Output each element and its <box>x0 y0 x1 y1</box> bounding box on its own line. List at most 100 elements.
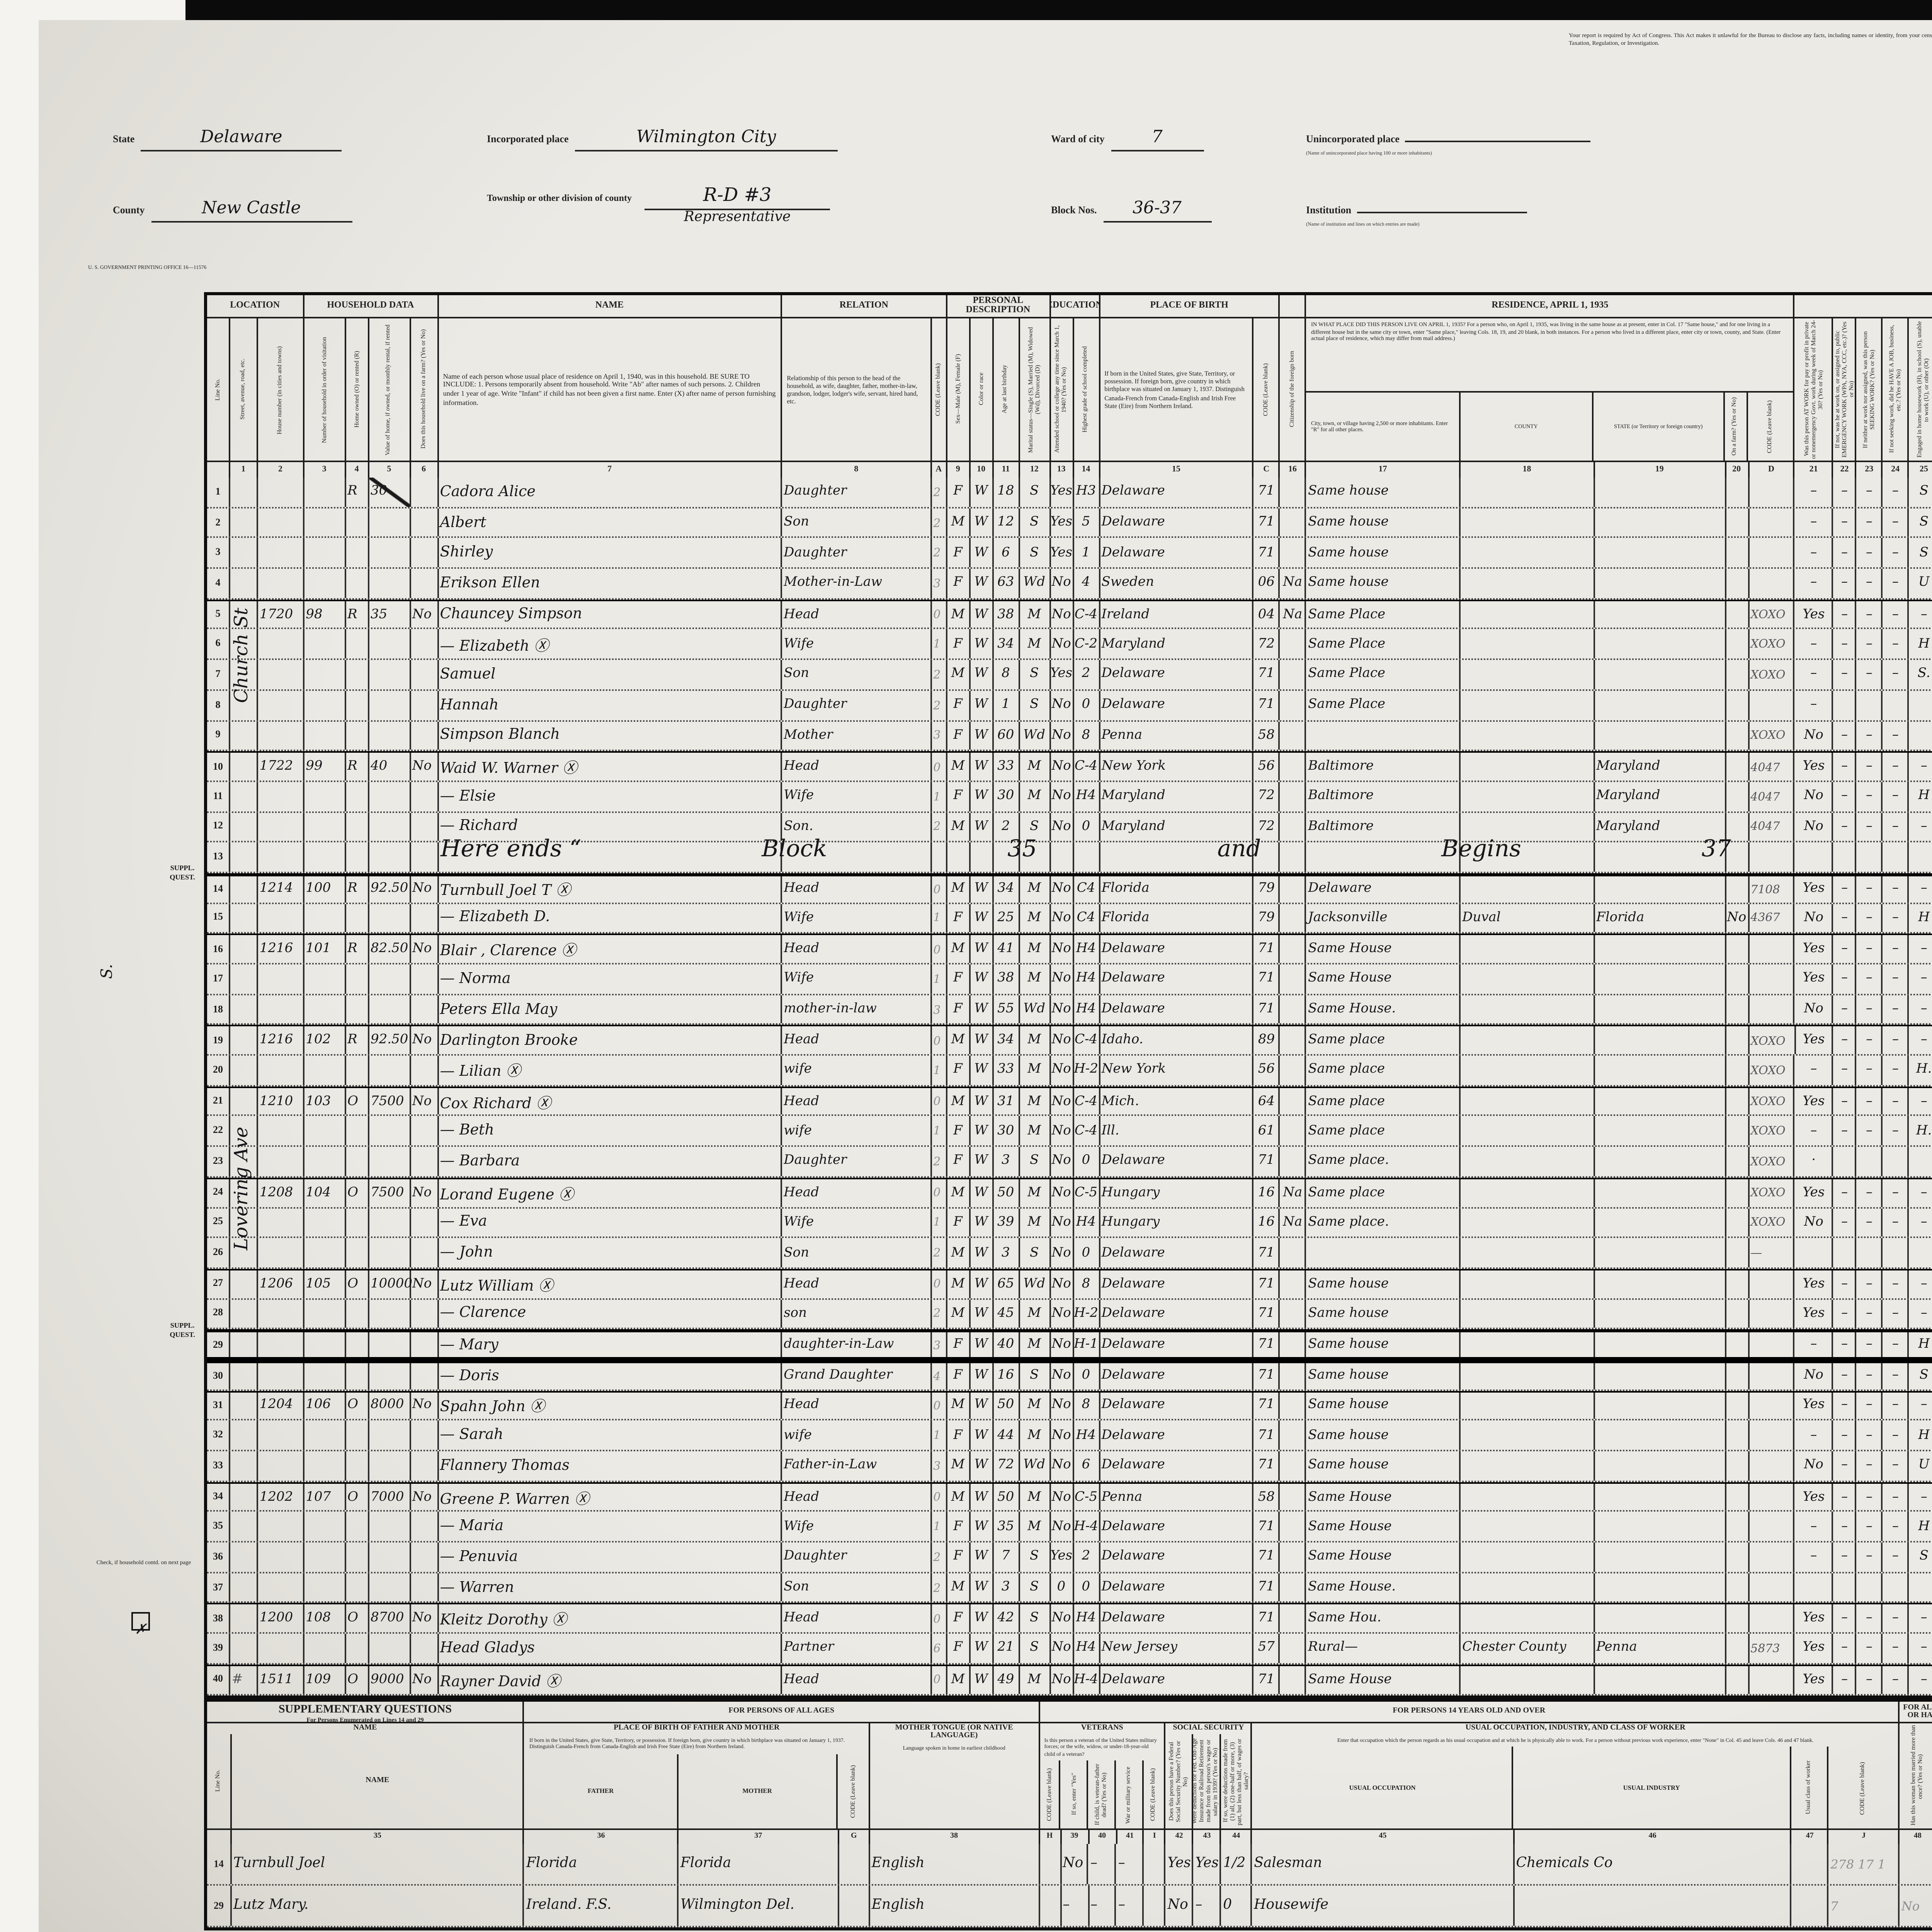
cell-r29-c1 <box>230 1333 258 1357</box>
supp-numbers: 353637G38H394041I424344454647J484950KLMN… <box>207 1828 1932 1844</box>
cell-r10-c27: – <box>1883 753 1910 781</box>
cell-r14-c2: 1214 <box>258 876 304 902</box>
cell-r26-c25 <box>1834 1238 1857 1267</box>
cell-r2-c16: Delaware <box>1100 508 1254 537</box>
cell-r13-c4 <box>346 843 369 872</box>
cell-r1-c28: S <box>1909 478 1932 507</box>
value: Yes <box>1050 1549 1073 1565</box>
value: S <box>1030 1549 1039 1565</box>
group-EDUCATION: EDUCATION <box>1050 295 1100 318</box>
cell-r12-c10: M <box>947 812 970 841</box>
cell-r23-c15: 0 <box>1074 1147 1100 1176</box>
cell-r15-c19: Jacksonville <box>1306 903 1461 933</box>
value: Lutz Mary. <box>233 1898 309 1913</box>
value: No <box>1167 1898 1188 1913</box>
value: Salesman <box>1254 1856 1322 1872</box>
value: M <box>1027 1062 1041 1078</box>
value: M <box>951 515 965 531</box>
supp-subcols-5: USUAL OCCUPATION USUAL INDUSTRY Usual clas… <box>1252 1747 1898 1828</box>
cell-r19-c10: M <box>947 1027 971 1054</box>
supp-col-10: CODE (Leave blank) <box>1143 1761 1165 1829</box>
cell-r29-c15: H-1 <box>1074 1333 1100 1357</box>
supp-subtitle: For Persons Enumerated on Lines 14 and 2… <box>306 1715 424 1723</box>
cell-r32-c7: — Sarah <box>439 1421 782 1450</box>
value: Jacksonville <box>1308 910 1388 926</box>
cell-r24-c9: 0 <box>932 1179 947 1206</box>
cell-r22-c9: 1 <box>932 1116 947 1146</box>
cell-r22-c20 <box>1461 1116 1595 1146</box>
value: M <box>951 1245 965 1261</box>
cell-r24-c26: – <box>1857 1179 1883 1206</box>
value: F <box>953 1337 963 1353</box>
value: M <box>951 759 965 775</box>
cell-r8-c1 <box>230 690 258 719</box>
value: 71 <box>1258 515 1275 531</box>
value: 2 <box>933 698 941 712</box>
cell-r1-c7: Cadora Alice <box>439 478 782 507</box>
value: Same House <box>1308 1519 1392 1534</box>
value: Flannery Thomas <box>440 1457 570 1475</box>
cell-r6-c5 <box>369 629 411 659</box>
cell-r11-c14: No <box>1051 782 1074 811</box>
value: 2 <box>933 546 941 560</box>
cell-r38-c2: 1200 <box>258 1605 304 1633</box>
value: — Barbara <box>440 1153 520 1170</box>
value: Samuel <box>440 666 496 683</box>
c27-label: If not seeking work, did he HAVE A JOB, … <box>1887 325 1902 454</box>
cell-r11-c23: 4047 <box>1749 782 1795 811</box>
value: – <box>1810 484 1817 500</box>
supp-cell-r14-c15: Chemicals Co <box>1514 1844 1792 1884</box>
supp-cell-r14-c9: – <box>1117 1844 1145 1884</box>
value: W <box>974 971 988 987</box>
supp-subcols-1: FATHER MOTHER CODE (Leave blank) <box>525 1754 869 1828</box>
cell-r16-c1 <box>230 935 258 963</box>
value: – <box>1866 1062 1872 1078</box>
value: – <box>1892 1368 1899 1384</box>
cell-r22-c12: 30 <box>993 1116 1020 1146</box>
cell-r26-c27 <box>1883 1238 1910 1267</box>
cell-r25-c7: — Eva <box>439 1208 782 1237</box>
cell-r38-c18 <box>1280 1605 1307 1633</box>
cell-r26-c19 <box>1306 1238 1461 1267</box>
value: C-5 <box>1075 1489 1098 1505</box>
cell-r3-c27: – <box>1883 538 1910 568</box>
cell-r2-c24: – <box>1795 508 1834 537</box>
value: – <box>1892 1519 1899 1534</box>
value: – <box>1920 1032 1927 1048</box>
value: Chemicals Co <box>1516 1856 1613 1872</box>
value: 1216 <box>259 941 293 957</box>
supp-name-label: NAME <box>366 1777 389 1785</box>
cell-r12-c5 <box>369 812 411 841</box>
value: Head <box>784 1489 819 1505</box>
cell-r27-c11: W <box>970 1270 993 1298</box>
value: Yes <box>1803 881 1825 897</box>
value: – <box>1866 667 1872 682</box>
cell-r37-c12: 3 <box>993 1573 1020 1602</box>
cell-r6-c17: 72 <box>1254 629 1281 659</box>
value: 8 <box>1001 667 1010 682</box>
ward-field: Ward of city 7 <box>1051 122 1204 151</box>
cell-r20-c28: H. <box>1909 1056 1932 1085</box>
value: No <box>412 1032 432 1048</box>
cell-r10-c22 <box>1726 753 1749 781</box>
cell-r14-c25: – <box>1834 876 1857 902</box>
cell-r26-c0: 26 <box>207 1238 230 1267</box>
cell-r25-c10: F <box>947 1208 970 1237</box>
value: – <box>1841 1306 1848 1321</box>
cell-r23-c0: 23 <box>207 1147 230 1176</box>
cell-r35-c16: Delaware <box>1100 1512 1254 1541</box>
cell-r36-c20 <box>1461 1543 1595 1571</box>
cell-r11-c2 <box>258 782 304 811</box>
colnum-13: 13 <box>1050 461 1074 478</box>
cell-r38-c17: 71 <box>1254 1605 1281 1633</box>
value: W <box>974 1458 988 1474</box>
value: 7 <box>1001 1549 1010 1565</box>
cell-r36-c25: – <box>1834 1543 1857 1571</box>
cell-r11-c11: W <box>970 782 993 811</box>
value: M <box>1027 1427 1041 1443</box>
residence-sub-0: City, town, or village having 2,500 or m… <box>1306 393 1460 461</box>
cell-r5-c17: 04 <box>1254 601 1281 628</box>
value: 0 <box>1082 697 1090 713</box>
cell-r23-c27 <box>1883 1147 1910 1176</box>
value: – <box>1841 819 1848 835</box>
